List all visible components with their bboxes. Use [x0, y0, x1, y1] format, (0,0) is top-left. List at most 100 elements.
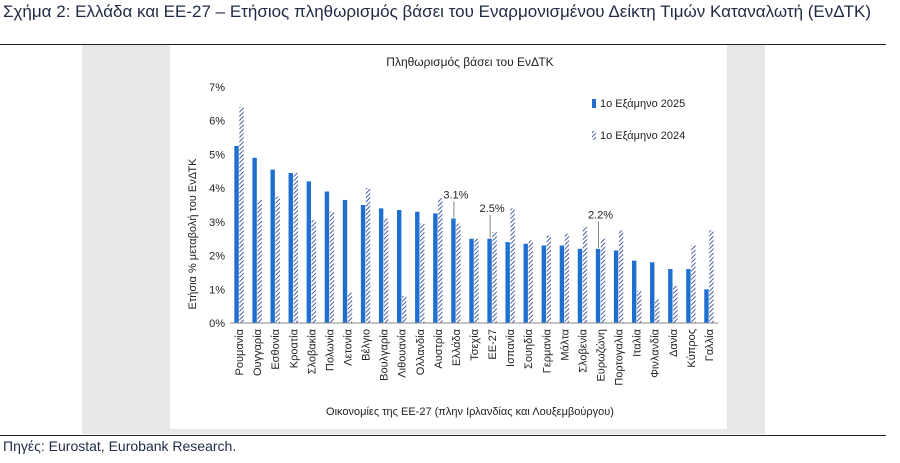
bar-2025: [397, 210, 402, 323]
bar-2025: [487, 238, 492, 323]
bar-2025: [415, 211, 420, 323]
bar-2024: [474, 238, 479, 323]
x-tick-label: Φινλανδία: [650, 328, 662, 377]
bar-2024: [600, 238, 606, 323]
bar-2024: [239, 107, 244, 323]
bar-2024: [492, 231, 497, 323]
bar-2025: [433, 213, 438, 323]
x-tick-label: Λετονία: [342, 328, 354, 366]
x-tick-label: ΕΕ-27: [487, 329, 499, 360]
x-tick-label: Ευρωζώνη: [596, 329, 608, 382]
bar-2025: [234, 146, 239, 323]
bar-2024: [709, 230, 714, 323]
chart-title: Πληθωρισμός βάσει του ΕνΔΤΚ: [386, 55, 553, 69]
x-tick-label: Γαλλία: [704, 328, 716, 361]
y-tick-label: 7%: [209, 82, 225, 94]
bar-2025: [451, 218, 456, 323]
x-tick-label: Σουηδία: [523, 328, 535, 369]
x-tick-label: Κύπρος: [686, 329, 698, 368]
y-tick-label: 0%: [209, 318, 225, 330]
x-tick-label: Σλοβακία: [306, 328, 318, 374]
bar-2025: [360, 205, 366, 323]
x-tick-label: Κροατία: [288, 328, 300, 368]
annotation-label: 3.1%: [443, 189, 468, 201]
inflation-bar-chart: Πληθωρισμός βάσει του ΕνΔΤΚ Ετήσια % μετ…: [187, 55, 718, 418]
x-tick-label: Ουγγαρία: [252, 328, 264, 376]
bar-2024: [528, 240, 533, 323]
x-tick-label: Ολλανδία: [415, 328, 427, 375]
bar-2024: [636, 290, 642, 323]
bar-2025: [613, 250, 619, 323]
bar-2025: [631, 260, 637, 323]
y-axis-title: Ετήσια % μεταβολή του ΕνΔΤΚ: [187, 158, 199, 310]
x-tick-label: Σλοβενία: [577, 328, 589, 372]
x-tick-label: Πορτογαλία: [614, 328, 626, 385]
legend-label-2024: 1ο Εξάμηνο 2024: [600, 130, 685, 142]
x-tick-label: Τσεχία: [469, 328, 481, 360]
chart-legend: 1ο Εξάμηνο 2025 1ο Εξάμηνο 2024: [592, 98, 685, 142]
bar-2025: [288, 172, 293, 323]
bar-2024: [582, 226, 588, 323]
y-tick-label: 3%: [209, 217, 225, 229]
bar-2024: [655, 299, 660, 323]
bottom-rule: [0, 435, 886, 436]
x-axis-title: Οικονομίες της ΕΕ-27 (πλην Ιρλανδίας και…: [326, 406, 614, 418]
bar-2024: [564, 233, 570, 323]
bar-2025: [541, 245, 546, 323]
y-tick-label: 5%: [209, 149, 225, 161]
bar-2024: [275, 196, 280, 323]
x-tick-label: Δανία: [668, 328, 680, 357]
bar-2024: [673, 285, 678, 323]
bar-2024: [257, 199, 262, 323]
bar-2024: [420, 223, 425, 323]
bar-2024: [329, 211, 335, 323]
bar-2024: [311, 220, 317, 323]
y-tick-label: 2%: [209, 251, 225, 263]
bar-2024: [618, 230, 624, 323]
bar-2025: [559, 245, 565, 323]
bar-2024: [438, 198, 443, 323]
bar-2024: [347, 292, 353, 323]
x-tick-label: Ιταλία: [632, 328, 644, 357]
bar-2025: [650, 262, 655, 323]
source-note: Πηγές: Eurostat, Eurobank Research.: [3, 438, 237, 454]
top-rule: [0, 44, 886, 45]
annotation-label: 2.2%: [588, 210, 613, 222]
bar-2025: [704, 289, 709, 323]
x-tick-label: Ρουμανία: [234, 328, 246, 375]
bar-2024: [293, 172, 298, 323]
bar-2024: [546, 235, 551, 323]
x-tick-label: Ισπανία: [505, 328, 517, 367]
bar-2025: [252, 157, 257, 323]
bar-2024: [365, 188, 371, 323]
bar-2025: [577, 248, 583, 323]
y-tick-label: 1%: [209, 284, 225, 296]
bar-2025: [505, 242, 510, 323]
bar-2025: [342, 199, 348, 323]
bar-2025: [378, 208, 384, 323]
x-tick-label: Γερμανία: [541, 328, 553, 373]
bar-2025: [523, 243, 528, 323]
legend-swatch-2025: [592, 99, 596, 108]
legend-swatch-2024: [592, 131, 596, 140]
bar-2025: [668, 269, 673, 323]
x-tick-label: Ελλάδα: [451, 328, 463, 366]
x-tick-label: Βουλγαρία: [379, 328, 391, 381]
figure-heading: Σχήμα 2: Ελλάδα και ΕΕ-27 – Ετήσιος πληθ…: [3, 2, 872, 21]
bar-2025: [306, 181, 312, 323]
x-tick-label: Πολωνία: [324, 328, 336, 371]
bar-2025: [686, 269, 691, 323]
bar-2025: [595, 248, 601, 323]
bar-2024: [691, 245, 696, 323]
x-tick-label: Εσθονία: [270, 328, 282, 369]
x-tick-label: Λιθουανία: [397, 328, 409, 377]
y-tick-label: 4%: [209, 183, 225, 195]
x-tick-label: Βέλγιο: [361, 329, 373, 361]
bar-2024: [383, 218, 389, 323]
bar-2025: [270, 169, 275, 323]
bar-2025: [469, 238, 474, 323]
bar-2024: [402, 296, 407, 323]
x-tick-label: Αυστρία: [433, 328, 445, 368]
legend-label-2025: 1ο Εξάμηνο 2025: [600, 98, 685, 110]
x-tick-label: Μάλτα: [559, 328, 571, 360]
